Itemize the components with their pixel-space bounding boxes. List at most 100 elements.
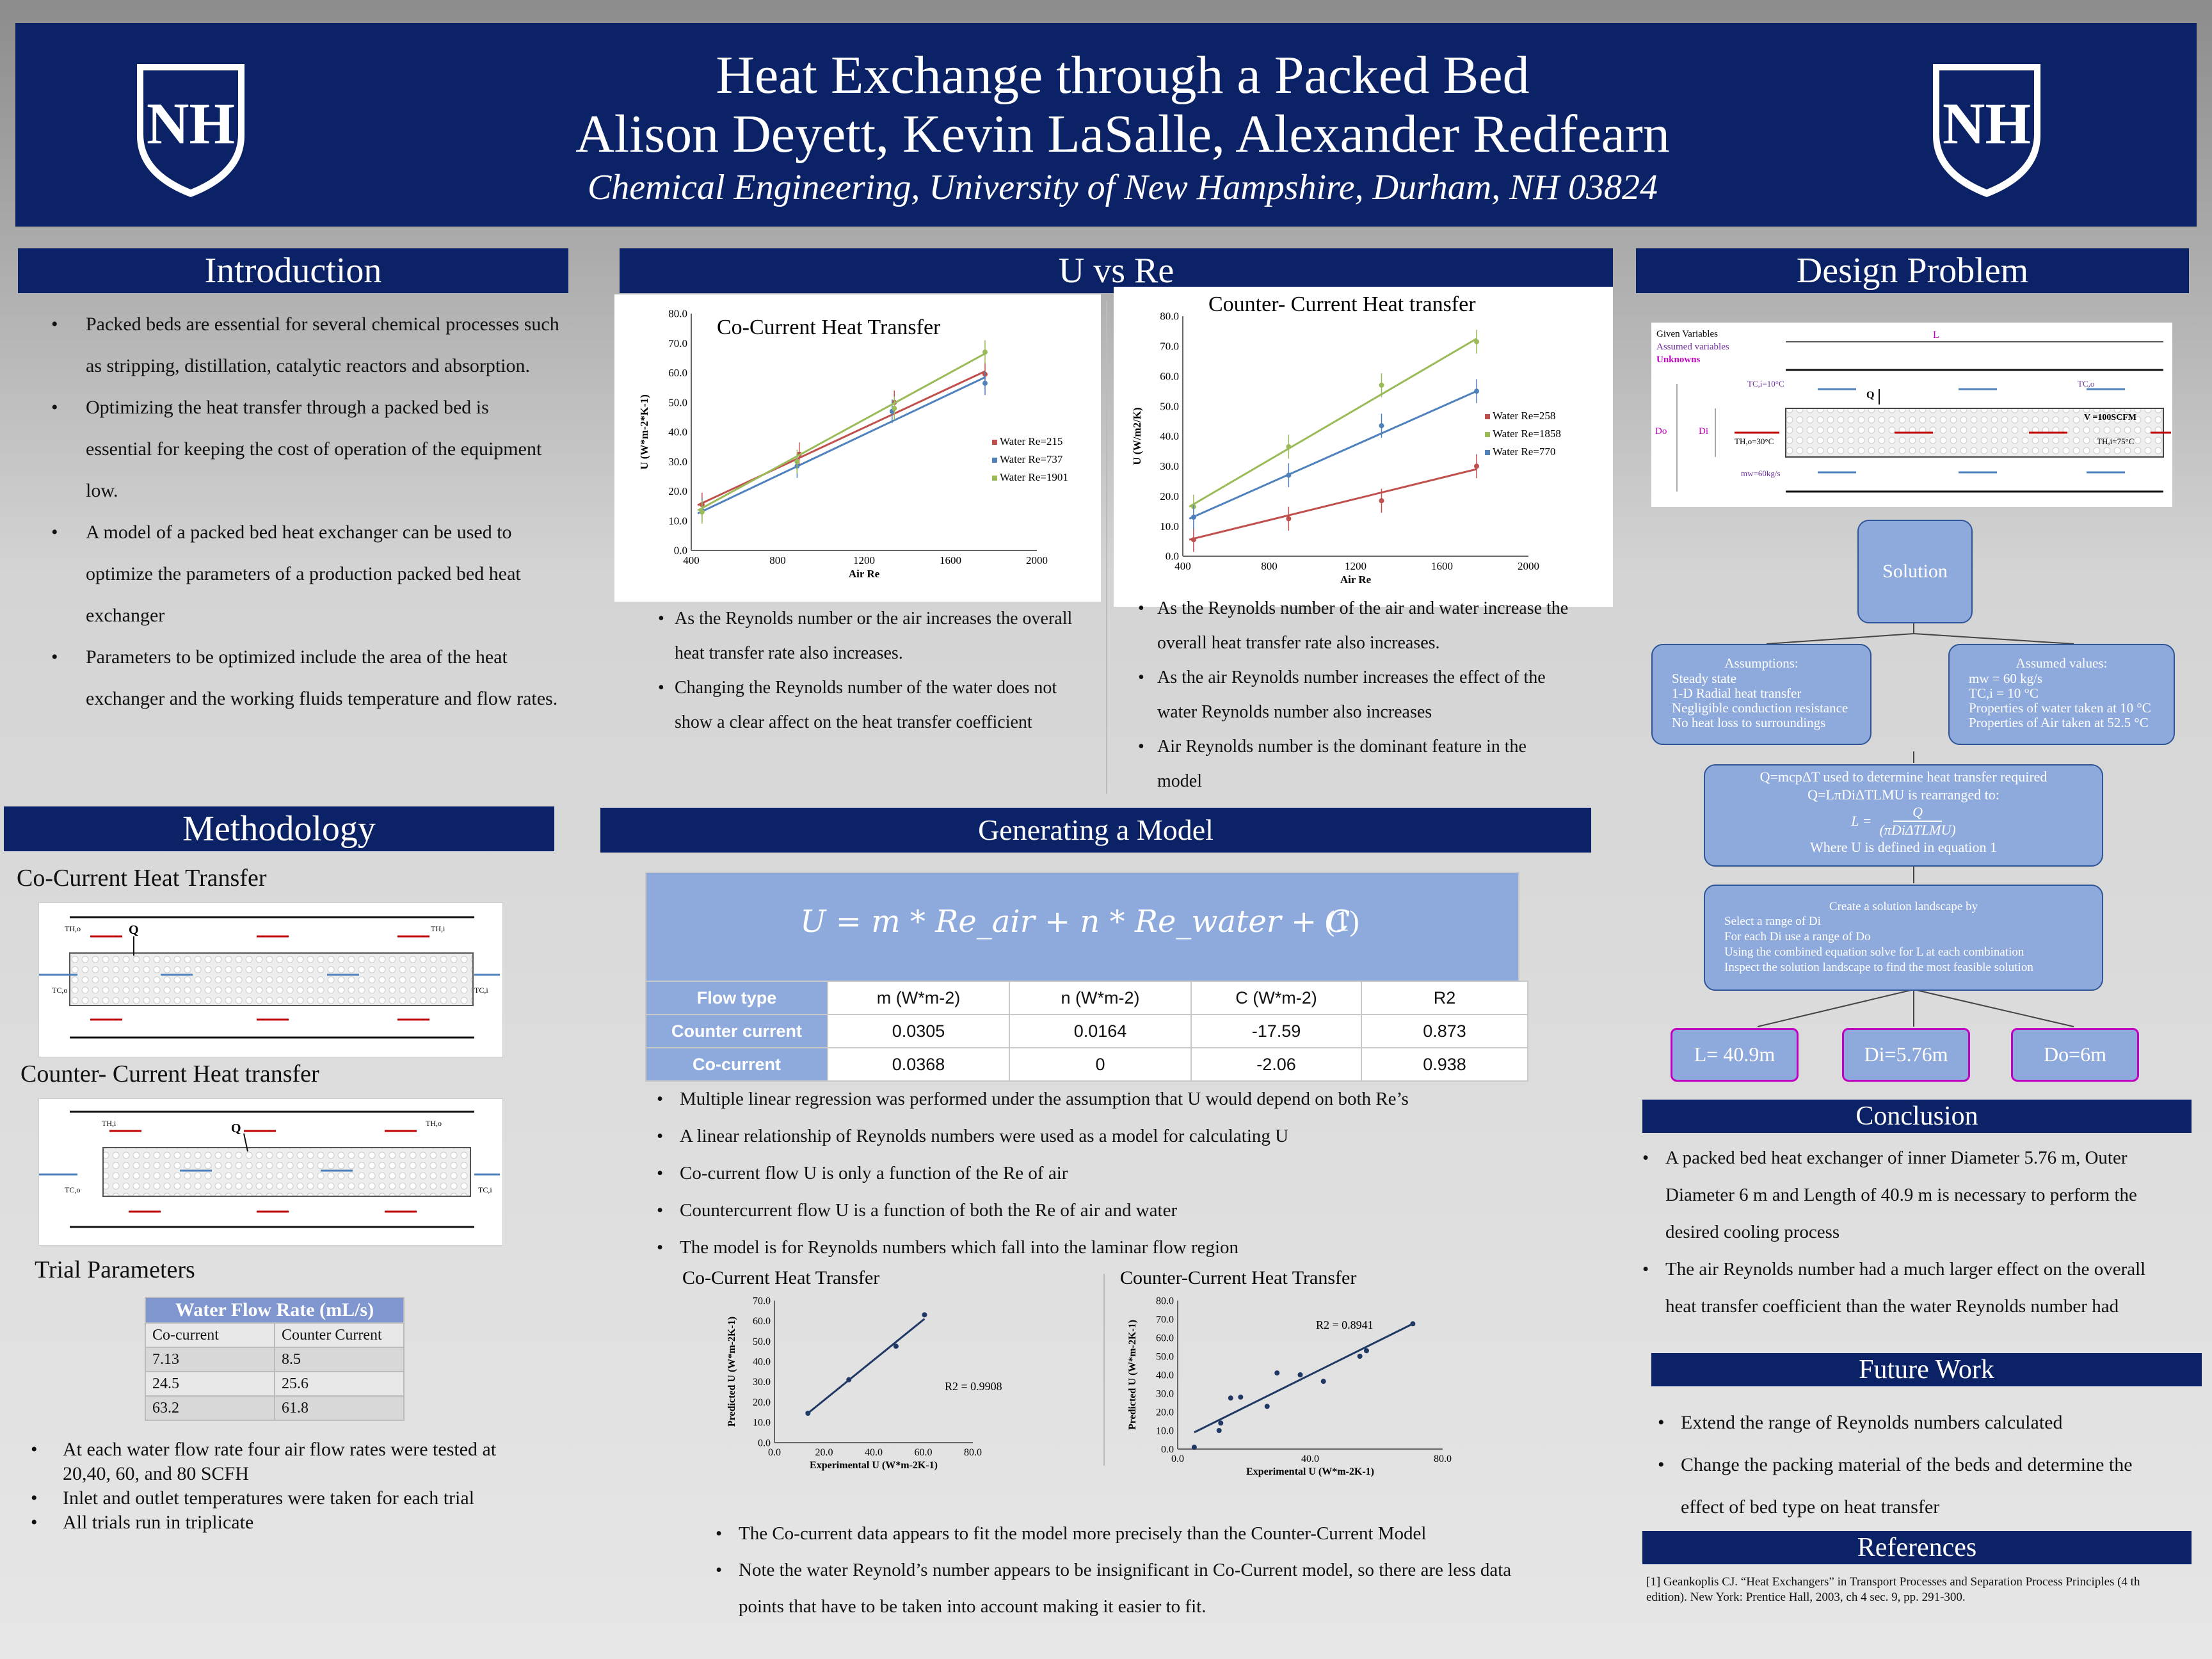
x-axis-label: Air Re [849, 568, 880, 580]
y-tick-label: 50.0 [668, 396, 687, 408]
y-tick-label: 40.0 [1156, 1370, 1174, 1381]
title-block: Heat Exchange through a Packed Bed Aliso… [207, 46, 2038, 211]
model-coefficients-table: Flow type m (W*m-2) n (W*m-2) C (W*m-2) … [645, 981, 1528, 1082]
table-cell: 61.8 [274, 1395, 405, 1421]
trendline [697, 376, 986, 515]
table-row-label: Co-current [645, 1047, 828, 1082]
poster-authors: Alison Deyett, Kevin LaSalle, Alexander … [575, 104, 1670, 164]
bullet-item: • The Co-current data appears to fit the … [716, 1523, 1427, 1544]
r-squared-annotation: R2 = 0.9908 [945, 1380, 1002, 1393]
data-point [1286, 444, 1292, 449]
data-point [1379, 382, 1384, 388]
bullet-item: • Inlet and outlet temperatures were take… [31, 1487, 475, 1509]
y-tick-label: 60.0 [1156, 1333, 1174, 1343]
table-cell: 25.6 [274, 1371, 405, 1397]
table-cell: -17.59 [1190, 1014, 1362, 1048]
chart-countercurrent-u-vs-re: 400 800 1200 1600 2000 0.0 10.0 20.0 30.0 40.0 50.… [1114, 287, 1613, 607]
trial-parameters-heading: Trial Parameters [35, 1256, 195, 1283]
legend-swatch [1485, 450, 1490, 455]
logo-text: NH [1943, 91, 2031, 156]
data-point [794, 459, 800, 465]
legend-label: Water Re=1901 [1000, 471, 1068, 483]
y-axis-label: U (W/m2/K) [1131, 407, 1143, 465]
trendline [1189, 468, 1477, 541]
chart-countercurrent-parity: 0.0 40.0 80.0 0.0 10.0 20.0 30.0 40.0 50.0 60.0 70… [1114, 1265, 1472, 1482]
assumed-value-line: mw = 60 kg/s [1969, 671, 2043, 686]
bullet-item: • A linear relationship of Reynolds numbe… [657, 1126, 1289, 1146]
y-tick-label: 0.0 [1161, 1444, 1174, 1455]
model-equation-box: U = m * Re_air + n * Re_water + C (1) [645, 872, 1519, 983]
x-tick-label: 2000 [1026, 554, 1048, 566]
table-header: Co-current [145, 1322, 275, 1348]
unh-logo-right: NH [1933, 64, 2040, 197]
equation-line: Where U is defined in equation 1 [1809, 839, 1997, 855]
y-tick-label: 40.0 [1160, 430, 1179, 442]
section-heading-conclusion: Conclusion [1642, 1100, 2192, 1133]
y-tick-label: 30.0 [753, 1377, 771, 1388]
data-point [1190, 515, 1196, 520]
fraction-numerator: Q [1893, 804, 1943, 822]
y-tick-label: 60.0 [753, 1316, 771, 1327]
data-point [1474, 389, 1479, 394]
q-label: Q [231, 1121, 241, 1135]
y-tick-label: 10.0 [753, 1418, 771, 1429]
assumptions-node: Assumptions: Steady state 1-D Radial hea… [1651, 644, 1871, 745]
solution-node: Solution [1857, 520, 1973, 623]
legend-swatch [1485, 432, 1490, 437]
legend-label: Water Re=737 [1000, 453, 1063, 465]
bullet-item: • Packed beds are essential for several c… [51, 314, 559, 376]
x-tick-label: 80.0 [1434, 1454, 1452, 1464]
chart-title: Counter-Current Heat Transfer [1120, 1267, 1356, 1288]
assumption-line: Negligible conduction resistance [1672, 700, 1848, 716]
x-tick-label: 0.0 [1171, 1454, 1184, 1464]
data-point [1379, 498, 1384, 504]
table-cell: 0.938 [1361, 1047, 1528, 1082]
equation-fraction: L = Q (πDiΔTLMU) [1705, 804, 2102, 838]
equation-node: Q=mcpΔT used to determine heat transfer … [1704, 764, 2103, 867]
legend-swatch [992, 440, 997, 445]
tho-label: TH,o=30°C [1735, 437, 1774, 446]
data-point [1320, 1379, 1326, 1384]
design-schematic: Given Variables Assumed variables Unknow… [1651, 323, 2172, 507]
chart-title: Counter- Current Heat transfer [1208, 293, 1476, 316]
x-tick-label: 40.0 [1301, 1454, 1319, 1464]
cocurrent-fig-heading: Co-Current Heat Transfer [17, 865, 267, 892]
data-point [1228, 1395, 1233, 1401]
section-heading-design-problem: Design Problem [1636, 248, 2189, 293]
th-o-label: TH,o [65, 924, 81, 933]
assumptions-title: Assumptions: [1724, 655, 1799, 671]
table-cell: 0.873 [1361, 1014, 1528, 1048]
legend-label: Water Re=1858 [1493, 428, 1561, 440]
poster-title: Heat Exchange through a Packed Bed [716, 45, 1530, 105]
y-tick-label: 10.0 [668, 515, 687, 527]
legend-label: Water Re=258 [1493, 410, 1555, 422]
table-cell: 7.13 [145, 1347, 275, 1372]
data-point [1218, 1420, 1224, 1426]
landscape-node: Create a solution landscape by Select a … [1704, 885, 2103, 991]
countercurrent-flow-diagram: Q TH,i TH,o TC,o TC,i [38, 1098, 503, 1246]
bullet-item: • As the Reynolds number of the air and w… [1138, 598, 1569, 653]
bullet-item: • Extend the range of Reynolds numbers ca… [1658, 1412, 2063, 1433]
assumption-line: 1-D Radial heat transfer [1672, 685, 1802, 701]
result-inner-diameter: Di=5.76m [1842, 1028, 1970, 1082]
bullet-item: • Multiple linear regression was performe… [657, 1089, 1409, 1109]
data-point [1474, 339, 1479, 344]
data-point [893, 1343, 899, 1349]
y-axis-label: Predicted U (W*m-2K-1) [726, 1317, 737, 1427]
equation-line: Q=LπDiΔTLMU is rearranged to: [1807, 787, 2000, 803]
data-point [1191, 1445, 1197, 1450]
section-heading-future-work: Future Work [1651, 1353, 2202, 1386]
x-tick-label: 1600 [1431, 560, 1453, 572]
bullet-item: • Co-current flow U is only a function of… [657, 1163, 1068, 1183]
data-point [699, 509, 705, 515]
th-i-label: TH,i [431, 924, 445, 933]
table-header: n (W*m-2) [1009, 981, 1192, 1015]
y-tick-label: 20.0 [1156, 1407, 1174, 1418]
th-o-label: TH,o [426, 1119, 442, 1128]
data-point [1410, 1321, 1416, 1327]
y-tick-label: 10.0 [1160, 520, 1179, 533]
table-cell: 63.2 [145, 1395, 275, 1421]
bullet-item: • All trials run in triplicate [31, 1512, 254, 1533]
tc-i-label: TC,i [478, 1185, 492, 1194]
result-length: L= 40.9m [1671, 1028, 1799, 1082]
